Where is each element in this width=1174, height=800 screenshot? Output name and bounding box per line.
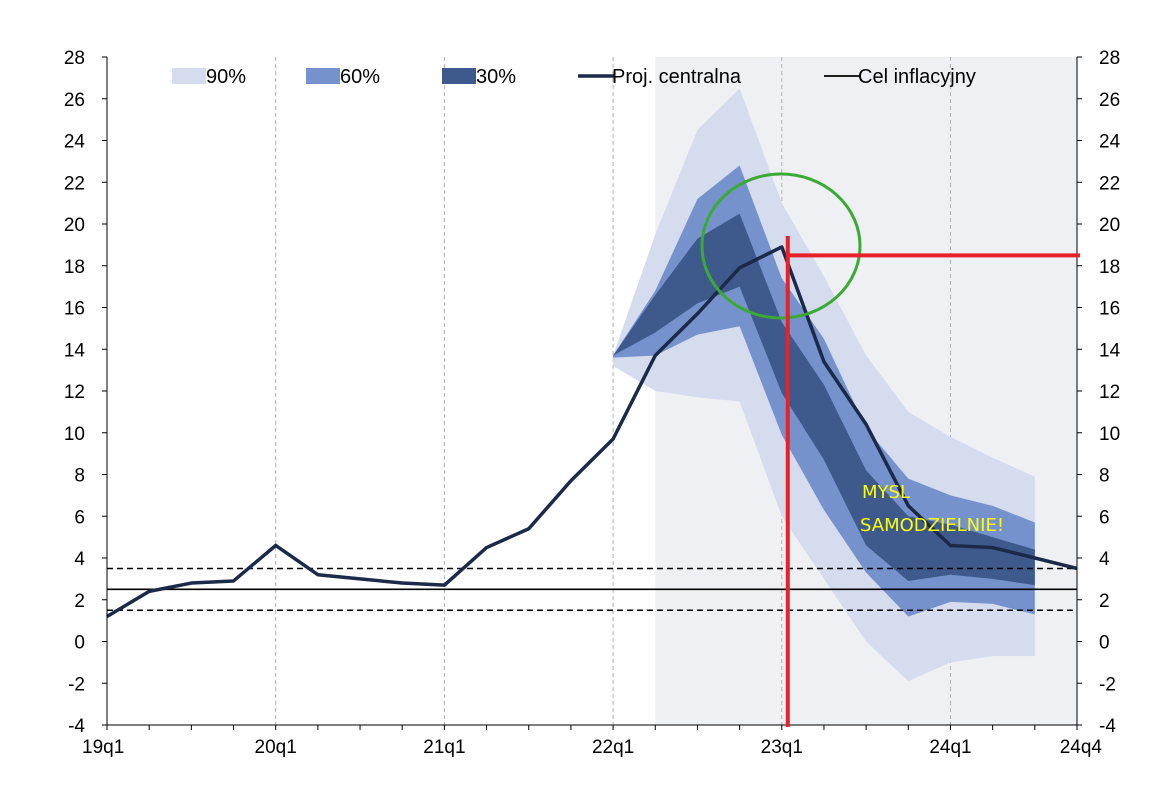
y-tick-label-right: 16 [1099,299,1120,320]
legend-label: 30% [476,66,516,88]
y-tick-label-left: -2 [68,674,85,695]
fan-band-30pct [613,213,1035,586]
x-tick-label: 24q1 [929,737,971,758]
legend-label: Proj. centralna [612,66,742,88]
y-tick-label-right: -2 [1099,674,1116,695]
legend-label: 90% [206,66,246,88]
x-tick-label: 21q1 [423,737,465,758]
y-tick-label-left: -4 [68,716,85,737]
y-tick-label-right: 4 [1099,549,1110,570]
x-tick-label: 24q4 [1060,737,1103,758]
y-tick-label-right: 28 [1099,48,1120,69]
x-tick-label: 20q1 [255,737,297,758]
y-tick-label-left: 10 [64,424,85,445]
legend-swatch [442,68,476,84]
y-tick-label-left: 12 [64,382,85,403]
y-tick-label-right: 24 [1099,132,1121,153]
y-tick-label-right: 22 [1099,173,1120,194]
annotation-text-line2: SAMODZIELNIE! [860,515,1004,536]
annotation-text-line1: MYSL [862,482,910,503]
central-projection-line [106,245,1078,618]
central-projection-series [106,245,1078,618]
y-tick-label-left: 4 [74,549,85,570]
legend-label: Cel inflacyjny [858,66,976,88]
y-tick-label-right: -4 [1099,716,1116,737]
inflation-target-lines [107,567,1077,611]
y-tick-label-right: 8 [1099,466,1110,487]
y-tick-label-left: 8 [74,466,85,487]
y-tick-label-right: 2 [1099,591,1110,612]
y-tick-label-left: 18 [64,257,85,278]
y-tick-label-right: 10 [1099,424,1120,445]
fan-bands [613,88,1035,682]
y-tick-label-right: 20 [1099,215,1120,236]
legend: 90% 60% 30% Proj. centralna Cel inflacyjny [172,66,976,88]
y-tick-label-left: 2 [74,591,85,612]
x-tick-label: 19q1 [82,737,124,758]
legend-swatch [172,68,206,84]
x-tick-label: 23q1 [761,737,803,758]
y-tick-label-left: 14 [64,340,86,361]
y-tick-label-right: 18 [1099,257,1120,278]
annotations: MYSL SAMODZIELNIE! [700,172,1080,727]
y-tick-label-right: 6 [1099,507,1110,528]
y-tick-label-left: 16 [64,299,85,320]
y-tick-label-left: 6 [74,507,85,528]
y-tick-label-right: 14 [1099,340,1121,361]
x-tick-label: 22q1 [592,737,634,758]
y-tick-label-right: 12 [1099,382,1120,403]
y-tick-label-left: 24 [64,132,86,153]
y-tick-label-left: 20 [64,215,85,236]
y-tick-label-right: 0 [1099,633,1110,654]
y-tick-label-left: 28 [64,48,85,69]
y-tick-label-right: 26 [1099,90,1120,111]
y-tick-label-left: 26 [64,90,85,111]
green-highlight-circle [700,172,862,320]
y-tick-label-left: 0 [74,633,85,654]
y-tick-label-left: 22 [64,173,85,194]
legend-swatch [306,68,340,84]
legend-label: 60% [340,66,380,88]
